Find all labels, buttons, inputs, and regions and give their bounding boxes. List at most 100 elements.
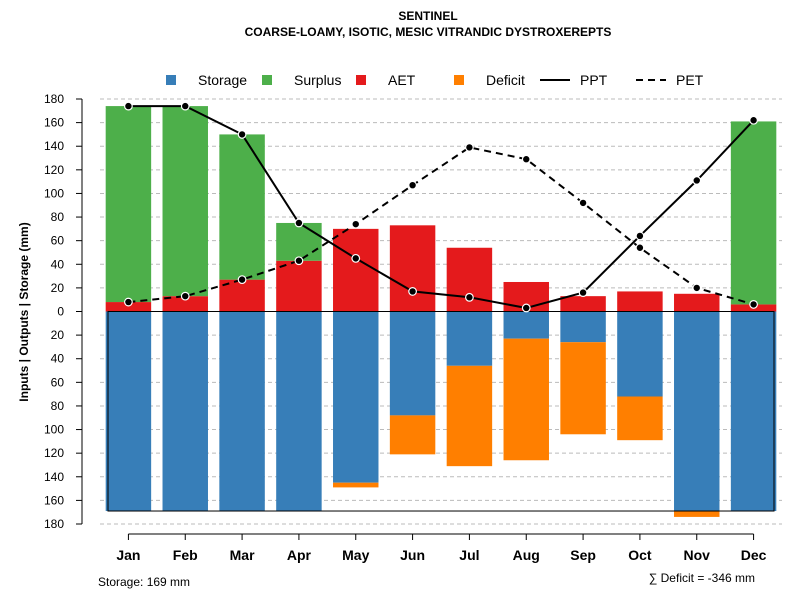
y-axis-label: Inputs | Outputs | Storage (mm): [17, 222, 31, 401]
surplus-bar: [276, 222, 322, 261]
pet-point: [578, 198, 588, 208]
pet-legend-label: PET: [676, 72, 704, 88]
surplus-bar: [162, 106, 208, 297]
pet-point: [180, 291, 190, 301]
storage-bar: [219, 311, 265, 512]
storage-bar: [333, 311, 379, 483]
x-tick-label: May: [342, 547, 369, 563]
deficit-bar: [389, 415, 436, 455]
pet-point: [635, 243, 645, 253]
storage-bar: [162, 311, 208, 512]
storage-bar: [446, 311, 493, 366]
y-tick-label: 140: [44, 139, 64, 153]
y-tick-label: 100: [44, 423, 64, 437]
deficit-legend-label: Deficit: [486, 72, 525, 88]
deficit-bar: [560, 342, 606, 435]
pet-point: [124, 297, 133, 307]
aet-legend-label: AET: [388, 72, 416, 88]
lines: [124, 101, 758, 313]
pet-point: [692, 283, 702, 293]
ppt-point: [351, 253, 361, 263]
y-tick-label: 140: [44, 470, 64, 484]
y-tick-label: 20: [51, 328, 65, 342]
aet-bar: [162, 296, 208, 312]
deficit-legend-swatch: [454, 75, 464, 85]
deficit-bar: [446, 365, 493, 467]
storage-bar: [389, 311, 436, 416]
pet-point: [749, 300, 758, 309]
ppt-point: [124, 101, 133, 111]
storage-legend-swatch: [166, 75, 176, 85]
bars: [105, 106, 777, 517]
pet-point: [294, 256, 304, 266]
ppt-point: [465, 292, 474, 302]
y-tick-label: 180: [44, 517, 64, 531]
deficit-bar: [333, 482, 379, 488]
storage-bar: [105, 311, 152, 512]
storage-bar: [560, 311, 606, 343]
ppt-line: [128, 105, 755, 310]
aet-bar: [389, 225, 436, 312]
surplus-bar: [730, 121, 777, 305]
deficit-footnote: ∑ Deficit = -346 mm: [649, 571, 755, 585]
deficit-bar: [674, 511, 720, 517]
storage-bar: [503, 311, 549, 339]
deficit-bar: [503, 338, 549, 461]
pet-point: [465, 143, 474, 152]
aet-bar: [560, 296, 606, 312]
x-tick-label: Apr: [287, 547, 312, 563]
pet-point: [408, 180, 417, 190]
ppt-legend-label: PPT: [580, 72, 608, 88]
y-tick-label: 20: [51, 281, 65, 295]
x-tick-label: Jul: [459, 547, 479, 563]
y-tick-label: 80: [51, 399, 65, 413]
storage-bar: [730, 311, 777, 512]
y-tick-label: 80: [51, 210, 65, 224]
y-tick-label: 100: [44, 186, 64, 200]
storage-capacity-box: [107, 311, 775, 512]
x-tick-label: Sep: [570, 547, 596, 563]
pet-point: [351, 219, 361, 229]
y-tick-label: 180: [44, 92, 64, 106]
chart-subtitle: COARSE-LOAMY, ISOTIC, MESIC VITRANDIC DY…: [245, 25, 612, 39]
chart-title: SENTINEL: [398, 9, 457, 23]
storage-bar: [617, 311, 663, 397]
ppt-point: [294, 218, 304, 228]
deficit-bar: [617, 396, 663, 441]
aet-bar: [276, 260, 322, 312]
x-tick-label: Aug: [513, 547, 540, 563]
surplus-bar: [105, 106, 152, 303]
y-tick-label: 0: [57, 305, 64, 319]
legend: Storage Surplus AET Deficit PPT PET: [166, 72, 704, 88]
pet-point: [237, 275, 247, 285]
ppt-point: [692, 176, 702, 185]
y-tick-label: 160: [44, 493, 64, 507]
ppt-point: [521, 303, 531, 313]
x-tick-label: Dec: [741, 547, 767, 563]
aet-legend-swatch: [356, 75, 366, 85]
x-tick-label: Oct: [628, 547, 652, 563]
surplus-legend-label: Surplus: [294, 72, 341, 88]
aet-bar: [617, 291, 663, 312]
ppt-point: [408, 287, 417, 296]
aet-bar: [446, 247, 493, 312]
x-tick-label: Mar: [230, 547, 255, 563]
x-tick-label: Jun: [400, 547, 425, 563]
x-tick-label: Nov: [684, 547, 711, 563]
y-tick-label: 160: [44, 116, 64, 130]
ppt-point: [180, 101, 190, 111]
y-tick-label: 120: [44, 446, 64, 460]
storage-footnote: Storage: 169 mm: [98, 575, 190, 589]
storage-bar: [674, 311, 720, 512]
aet-bar: [333, 228, 379, 312]
y-tick-label: 40: [51, 257, 65, 271]
ppt-point: [635, 231, 645, 241]
x-tick-label: Jan: [116, 547, 140, 563]
aet-bar: [105, 302, 152, 312]
aet-bar: [674, 293, 720, 312]
x-tick-label: Feb: [173, 547, 198, 563]
pet-line: [128, 146, 754, 306]
y-tick-label: 60: [51, 375, 65, 389]
